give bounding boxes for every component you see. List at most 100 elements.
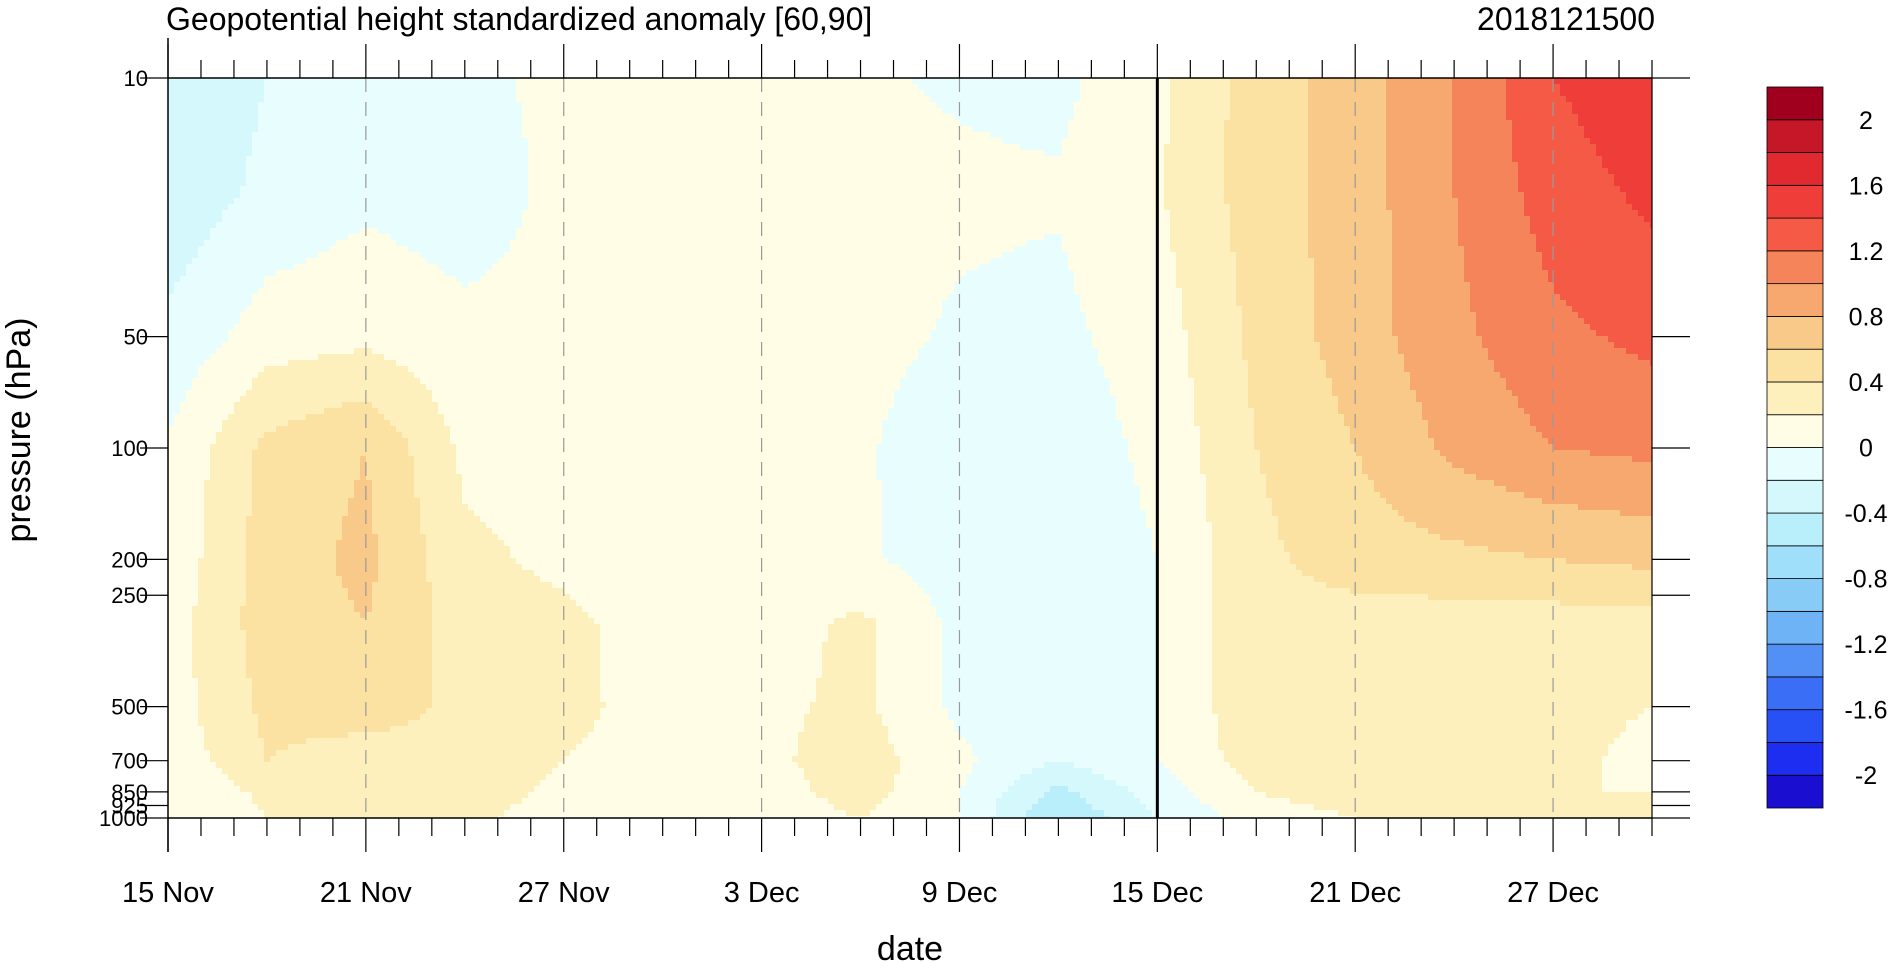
field-cell <box>396 300 403 307</box>
field-cell <box>204 108 211 115</box>
field-cell <box>276 738 283 745</box>
field-cell <box>240 546 247 553</box>
field-cell <box>186 678 193 685</box>
field-cell <box>402 138 409 145</box>
field-cell <box>372 120 379 127</box>
field-cell <box>186 498 193 505</box>
field-cell <box>276 528 283 535</box>
field-cell <box>252 348 259 355</box>
field-cell <box>186 702 193 709</box>
field-cell <box>396 186 403 193</box>
field-cell <box>276 102 283 109</box>
field-cell <box>354 210 361 217</box>
field-cell <box>324 786 331 793</box>
field-cell <box>390 84 397 91</box>
field-cell <box>180 666 187 673</box>
field-cell <box>318 138 325 145</box>
field-cell <box>264 498 271 505</box>
field-cell <box>240 462 247 469</box>
field-cell <box>336 132 343 139</box>
field-cell <box>186 588 193 595</box>
field-cell <box>228 102 235 109</box>
field-cell <box>222 546 229 553</box>
field-cell <box>366 558 373 565</box>
field-cell <box>168 762 175 769</box>
field-cell <box>252 534 259 541</box>
field-cell <box>366 390 373 397</box>
field-cell <box>366 660 373 667</box>
field-cell <box>402 360 409 367</box>
field-cell <box>360 630 367 637</box>
field-cell <box>312 762 319 769</box>
field-cell <box>282 366 289 373</box>
field-cell <box>180 648 187 655</box>
field-cell <box>276 498 283 505</box>
field-cell <box>192 390 199 397</box>
field-cell <box>372 282 379 289</box>
field-cell <box>174 186 181 193</box>
field-cell <box>324 738 331 745</box>
field-cell <box>192 732 199 739</box>
field-cell <box>390 150 397 157</box>
field-cell <box>384 408 391 415</box>
field-cell <box>246 384 253 391</box>
field-cell <box>312 402 319 409</box>
field-cell <box>186 576 193 583</box>
field-cell <box>228 480 235 487</box>
field-cell <box>222 144 229 151</box>
field-cell <box>228 738 235 745</box>
field-cell <box>180 696 187 703</box>
field-cell <box>180 264 187 271</box>
field-cell <box>216 552 223 559</box>
field-cell <box>222 174 229 181</box>
field-cell <box>354 282 361 289</box>
field-cell <box>324 780 331 787</box>
field-cell <box>306 390 313 397</box>
field-cell <box>222 468 229 475</box>
field-cell <box>354 720 361 727</box>
field-cell <box>282 348 289 355</box>
field-cell <box>402 450 409 457</box>
field-cell <box>294 420 301 427</box>
field-cell <box>252 600 259 607</box>
field-cell <box>408 240 415 247</box>
field-cell <box>264 774 271 781</box>
field-cell <box>204 450 211 457</box>
field-cell <box>240 654 247 661</box>
field-cell <box>222 270 229 277</box>
field-cell <box>384 696 391 703</box>
field-cell <box>396 792 403 799</box>
field-cell <box>192 120 199 127</box>
field-cell <box>246 138 253 145</box>
field-cell <box>198 144 205 151</box>
field-cell <box>348 732 355 739</box>
field-cell <box>228 780 235 787</box>
field-cell <box>192 666 199 673</box>
field-cell <box>246 366 253 373</box>
field-cell <box>360 210 367 217</box>
field-cell <box>204 396 211 403</box>
field-cell <box>282 402 289 409</box>
field-cell <box>318 420 325 427</box>
field-cell <box>264 402 271 409</box>
field-cell <box>234 492 241 499</box>
field-cell <box>168 522 175 529</box>
field-cell <box>216 546 223 553</box>
field-cell <box>282 270 289 277</box>
field-cell <box>336 342 343 349</box>
field-cell <box>384 438 391 445</box>
field-cell <box>198 570 205 577</box>
field-cell <box>246 486 253 493</box>
field-cell <box>306 150 313 157</box>
field-cell <box>204 138 211 145</box>
field-cell <box>306 438 313 445</box>
field-cell <box>264 534 271 541</box>
field-cell <box>216 318 223 325</box>
field-cell <box>168 552 175 559</box>
field-cell <box>216 666 223 673</box>
field-cell <box>390 546 397 553</box>
field-cell <box>300 540 307 547</box>
field-cell <box>282 462 289 469</box>
field-cell <box>360 150 367 157</box>
field-cell <box>282 696 289 703</box>
